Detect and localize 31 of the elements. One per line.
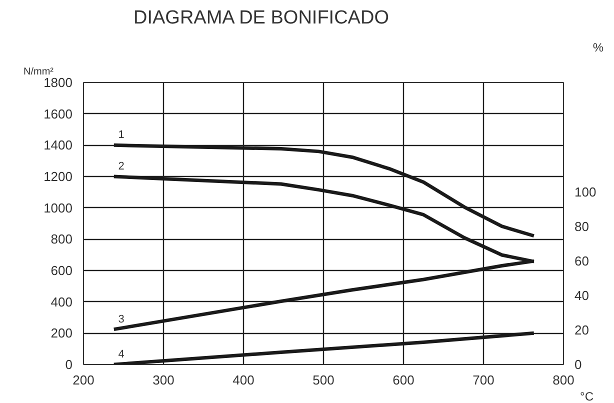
series-label: 4 — [118, 348, 124, 360]
x-axis-title: °C — [580, 390, 594, 403]
y2-tick-label: 60 — [574, 254, 589, 269]
y-tick-label: 1400 — [44, 138, 72, 153]
y2-tick-label: 100 — [574, 184, 596, 200]
y-tick-label: 0 — [65, 357, 73, 372]
y2-tick-label: 40 — [574, 288, 589, 304]
x-tick-label: 300 — [152, 372, 174, 388]
y-tick-label: 400 — [50, 294, 73, 310]
x-tick-label: 400 — [232, 372, 254, 388]
y-tick-label: 600 — [50, 263, 73, 278]
chart-title: DIAGRAMA DE BONIFICADO — [134, 8, 389, 28]
y2-tick-label: 0 — [574, 357, 582, 372]
y-tick-label: 1000 — [44, 200, 72, 216]
y-tick-label: 200 — [50, 326, 73, 341]
y-tick-label: 1200 — [44, 169, 72, 184]
y2-axis-title: % — [592, 40, 604, 54]
series-label: 2 — [118, 160, 124, 172]
x-tick-label: 700 — [472, 372, 494, 388]
series-label: 3 — [118, 313, 124, 326]
x-tick-label: 500 — [312, 372, 334, 388]
y-tick-label: 1600 — [44, 106, 72, 122]
y-axis-title: N/mm² — [24, 66, 54, 78]
x-tick-label: 200 — [72, 372, 94, 388]
y2-tick-label: 80 — [574, 219, 589, 234]
x-tick-label: 600 — [392, 372, 414, 388]
y-tick-label: 1800 — [44, 75, 72, 90]
y-tick-label: 800 — [50, 232, 73, 247]
y2-tick-label: 20 — [574, 322, 589, 338]
x-tick-label: 800 — [552, 372, 574, 388]
series-label: 1 — [118, 129, 124, 142]
